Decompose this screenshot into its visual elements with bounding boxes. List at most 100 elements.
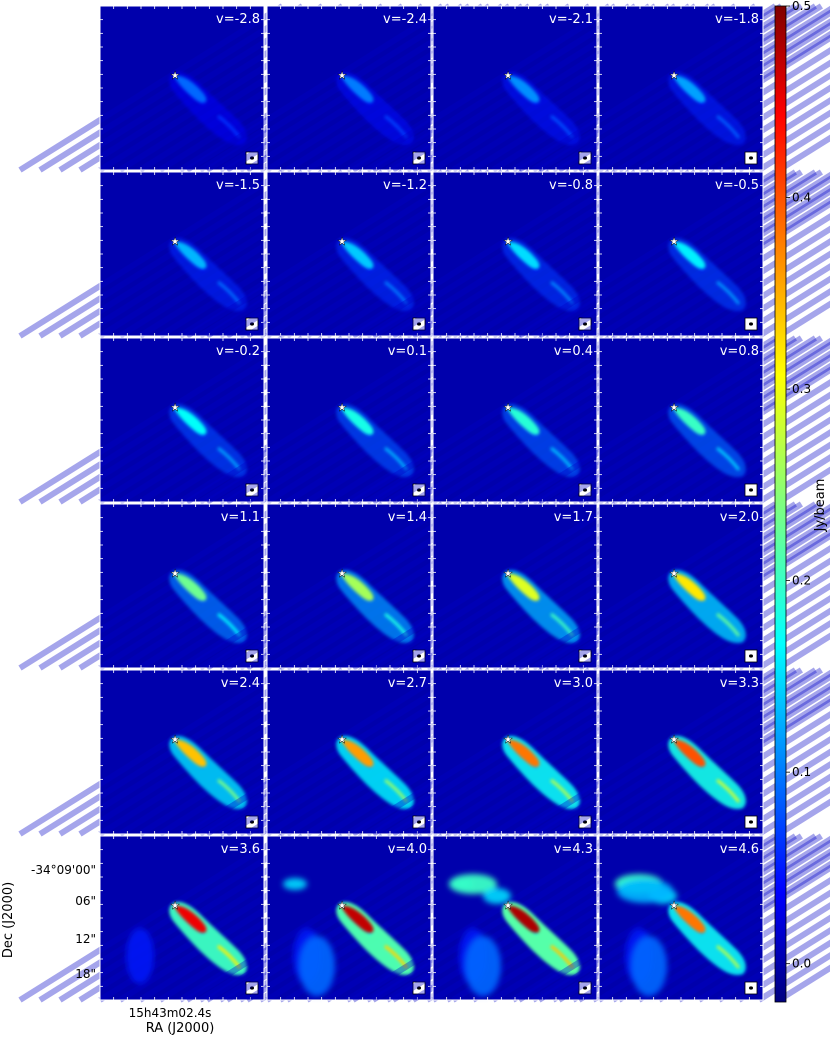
jet-emission: [169, 735, 247, 810]
jet-core: [341, 75, 374, 103]
noise-stripe: [577, 507, 830, 671]
jet-emission: [336, 735, 414, 810]
jet-emission: [169, 901, 247, 976]
jet-core: [174, 573, 207, 601]
noise-stripe: [657, 59, 830, 173]
beam-ellipse: [749, 488, 753, 492]
source-star-icon: ★: [170, 567, 180, 580]
noise-stripe: [577, 175, 830, 339]
jet-knot: [550, 944, 575, 969]
noise-stripe: [637, 545, 830, 671]
noise-stripe: [351, 3, 617, 173]
jet-knot: [716, 944, 741, 969]
noise-stripe: [777, 300, 830, 339]
noise-stripe: [657, 557, 830, 671]
beam-ellipse: [749, 654, 753, 658]
jet-knot: [384, 612, 409, 637]
velocity-label: v=4.6: [720, 842, 759, 857]
noise-stripe: [777, 632, 830, 671]
beam-ellipse: [417, 322, 421, 326]
noise-stripe: [777, 134, 830, 173]
beam-ellipse: [583, 488, 587, 492]
y-axis-label: Dec (J2000): [1, 882, 16, 958]
panel-frame: [598, 669, 764, 835]
xtick-label: 15h43m02.4s: [129, 1006, 212, 1020]
jet-core: [341, 905, 374, 933]
jet-knot: [217, 612, 242, 637]
axis-labels: -34°09'00" 06" 12" 18" 15h43m02.4s RA (J…: [1, 863, 214, 1036]
velocity-label: v=-2.8: [216, 12, 260, 27]
noise-stripe: [185, 169, 451, 339]
noise-stripe: [38, 667, 304, 837]
noise-stripe: [537, 833, 803, 1003]
noise-stripe: [371, 667, 637, 837]
source-star-icon: ★: [669, 733, 679, 746]
jet-core: [673, 905, 706, 933]
noise-stripe: [617, 200, 830, 339]
noise-stripe: [517, 667, 783, 837]
noise-stripe: [757, 288, 830, 339]
noise-stripe: [351, 667, 617, 837]
velocity-label: v=4.0: [388, 842, 427, 857]
panel-frame: [99, 337, 265, 503]
channel-panel: ★ v=2.0: [517, 501, 830, 671]
beam-ellipse: [250, 820, 254, 824]
jet-core: [673, 573, 706, 601]
source-star-icon: ★: [337, 235, 347, 248]
noise-stripe: [38, 833, 304, 1003]
noise-stripe: [677, 570, 830, 671]
jet-core: [341, 407, 374, 435]
velocity-label: v=0.4: [554, 344, 593, 359]
noise-stripe: [371, 335, 637, 505]
velocity-label: v=2.0: [720, 510, 759, 525]
panel-frame: [266, 171, 432, 337]
noise-stripe: [205, 3, 471, 173]
velocity-label: v=4.3: [554, 842, 593, 857]
velocity-label: v=-0.8: [549, 178, 593, 193]
noise-stripe: [677, 404, 830, 505]
noise-stripe: [657, 391, 830, 505]
noise-stripe: [185, 501, 451, 671]
jet-knot: [716, 778, 741, 803]
jet-knot: [550, 114, 575, 139]
jet-emission: [336, 569, 414, 644]
noise-stripe: [351, 501, 617, 671]
source-star-icon: ★: [337, 567, 347, 580]
noise-stripe: [597, 686, 830, 837]
source-star-icon: ★: [503, 69, 513, 82]
velocity-label: v=2.4: [221, 676, 260, 691]
panel-frame: [432, 5, 598, 171]
colorbar-tick-label: 0.3: [792, 382, 811, 396]
channel-panels: ★ v=-2.8 ★ v=-2.4 ★ v=-2.1 ★ v=-1.8 ★ v=-1.5 ★ v=-1…: [18, 3, 830, 1003]
noise-stripe: [205, 335, 471, 505]
jet-emission: [169, 569, 247, 644]
diffuse-blob: [126, 928, 154, 984]
colorbar-gradient: [774, 5, 787, 1003]
noise-stripe: [657, 889, 830, 1003]
jet-knot: [384, 778, 409, 803]
noise-stripe: [617, 366, 830, 505]
noise-stripe: [757, 122, 830, 173]
noise-stripe: [617, 698, 830, 837]
beam-ellipse: [417, 654, 421, 658]
source-star-icon: ★: [669, 567, 679, 580]
extended-emission: [615, 874, 677, 996]
diffuse-blob: [449, 874, 497, 894]
panel-frame: [598, 835, 764, 1001]
jet-knot: [716, 114, 741, 139]
jet-emission: [668, 237, 746, 312]
jet-core: [673, 739, 706, 767]
noise-stripe: [637, 877, 830, 1003]
noise-stripe: [597, 520, 830, 671]
source-star-icon: ★: [669, 401, 679, 414]
ytick-label-1: 06": [75, 894, 96, 908]
ytick-label-2: 12": [75, 932, 96, 946]
jet-knot: [550, 778, 575, 803]
noise-stripe: [185, 833, 451, 1003]
noise-stripe: [577, 9, 830, 173]
jet-knot: [217, 944, 242, 969]
beam-ellipse: [417, 488, 421, 492]
noise-stripe: [617, 34, 830, 173]
panel-frame: [99, 835, 265, 1001]
